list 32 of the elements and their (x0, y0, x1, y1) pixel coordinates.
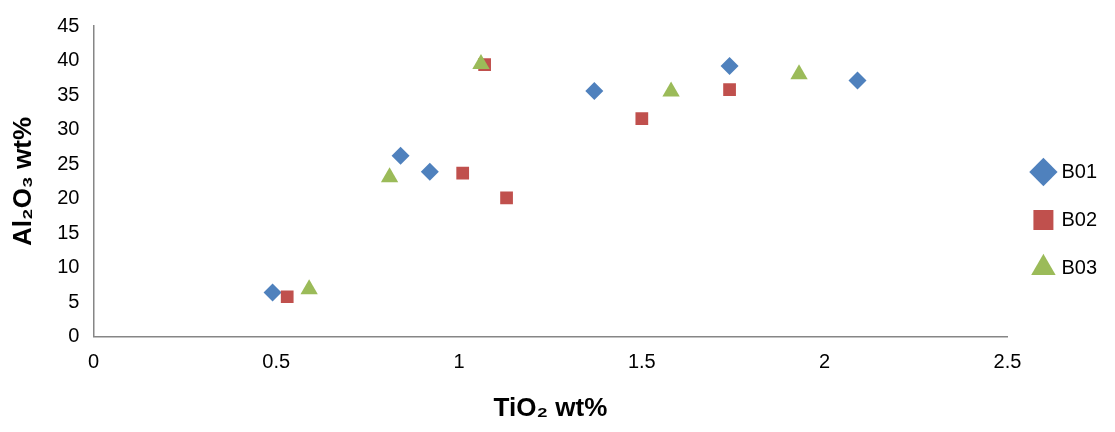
y-tick-label: 30 (57, 117, 80, 140)
legend-label: B02 (1061, 207, 1098, 230)
y-tick-label: 15 (57, 220, 80, 243)
y-tick-label: 40 (57, 48, 80, 71)
y-tick-label: 10 (57, 255, 80, 278)
x-tick-label: 0 (87, 350, 100, 373)
y-tick-label: 35 (57, 82, 80, 105)
point (500, 191, 513, 205)
point (420, 162, 439, 181)
y-axis-title: Al₂O₃ wt% (6, 116, 37, 246)
x-tick-label: 2 (819, 350, 831, 373)
x-tick-label: 1.5 (627, 350, 656, 373)
point (720, 57, 739, 76)
point (585, 81, 604, 100)
y-tick-label: 5 (68, 289, 80, 312)
legend-label: B03 (1061, 255, 1098, 278)
y-tick-label: 0 (68, 324, 80, 347)
y-tick-label: 25 (57, 151, 80, 174)
x-tick-label: 2.5 (993, 350, 1022, 373)
point (635, 112, 649, 125)
x-tick-label: 0.5 (262, 350, 291, 373)
y-tick-label: 45 (57, 13, 80, 36)
y-tick-label: 20 (57, 186, 80, 209)
legend-label: B01 (1061, 159, 1098, 182)
point (848, 71, 867, 90)
point (263, 283, 282, 302)
point (723, 83, 736, 96)
point (456, 166, 470, 180)
x-tick-label: 1 (453, 350, 465, 373)
point (391, 146, 410, 165)
point (280, 290, 294, 304)
x-axis-title: TiO₂ wt% (493, 391, 608, 422)
